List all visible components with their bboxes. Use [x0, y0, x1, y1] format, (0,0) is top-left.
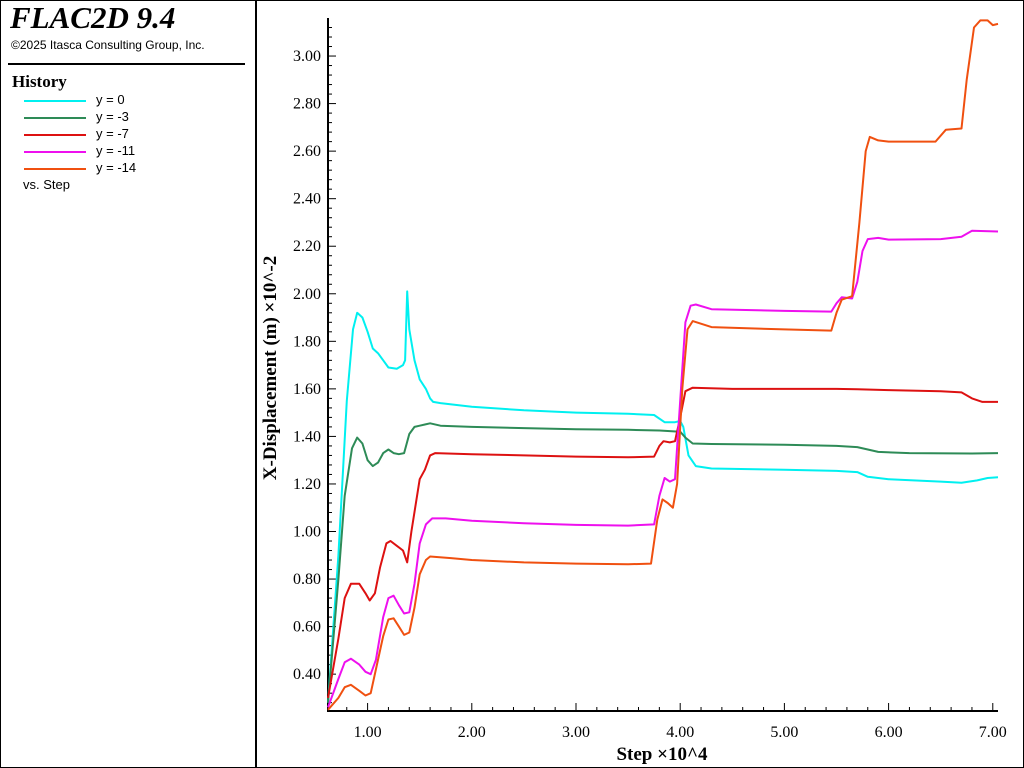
legend-heading: History: [12, 72, 67, 91]
chart-axes: 0.40 0.60 0.80 1.00 1.20 1.40 1.60 1.80 2.00 2.20…: [293, 18, 1007, 741]
y-tick-label: 0.80: [293, 571, 321, 588]
y-tick-label: 1.80: [293, 333, 321, 350]
x-axis-title: Step ×10^4: [616, 744, 708, 765]
legend-vs-step: vs. Step: [23, 177, 70, 192]
legend-swatch: [24, 100, 86, 102]
y-axis-title: X-Displacement (m) ×10^-2: [260, 256, 281, 480]
copyright-notice: ©2025 Itasca Consulting Group, Inc.: [11, 38, 205, 52]
app-title: FLAC2D 9.4: [10, 0, 176, 35]
series-line-0: [327, 290, 999, 703]
y-tick-label: 0.60: [293, 619, 321, 636]
legend-label: y = -11: [96, 143, 136, 158]
legend-label: y = 0: [96, 92, 125, 107]
y-tick-label: 0.40: [293, 666, 321, 683]
y-tick-label: 2.00: [293, 286, 321, 303]
series-line-2: [327, 386, 998, 699]
x-tick-label: 7.00: [979, 724, 1007, 741]
y-tick-label: 1.00: [293, 524, 321, 541]
legend-label: y = -14: [96, 160, 137, 175]
y-tick-label: 2.20: [293, 238, 321, 255]
x-tick-label: 1.00: [354, 724, 382, 741]
legend-swatch: [24, 117, 86, 119]
x-tick-label: 6.00: [875, 724, 903, 741]
title-divider: [8, 63, 245, 65]
y-tick-label: 2.60: [293, 143, 321, 160]
y-tick-label: 2.80: [293, 96, 321, 113]
legend-panel: FLAC2D 9.4 ©2025 Itasca Consulting Group…: [0, 0, 255, 768]
y-tick-label: 1.60: [293, 381, 321, 398]
y-tick-label: 1.40: [293, 428, 321, 445]
legend-label: y = -7: [96, 126, 129, 141]
y-tick-label: 3.00: [293, 48, 321, 65]
legend-swatch: [24, 134, 86, 136]
series-line-3: [327, 229, 999, 708]
legend-swatch: [24, 168, 86, 170]
y-tick-label: 2.40: [293, 191, 321, 208]
panel-divider: [255, 0, 257, 768]
legend-label: y = -3: [96, 109, 129, 124]
x-tick-label: 3.00: [562, 724, 590, 741]
x-tick-label: 5.00: [770, 724, 798, 741]
legend-swatch: [24, 151, 86, 153]
series-line-1: [327, 422, 999, 703]
x-tick-label: 4.00: [666, 724, 694, 741]
x-tick-label: 2.00: [458, 724, 486, 741]
y-tick-label: 1.20: [293, 476, 321, 493]
chart-series: [327, 19, 999, 711]
series-line-4: [327, 19, 999, 711]
